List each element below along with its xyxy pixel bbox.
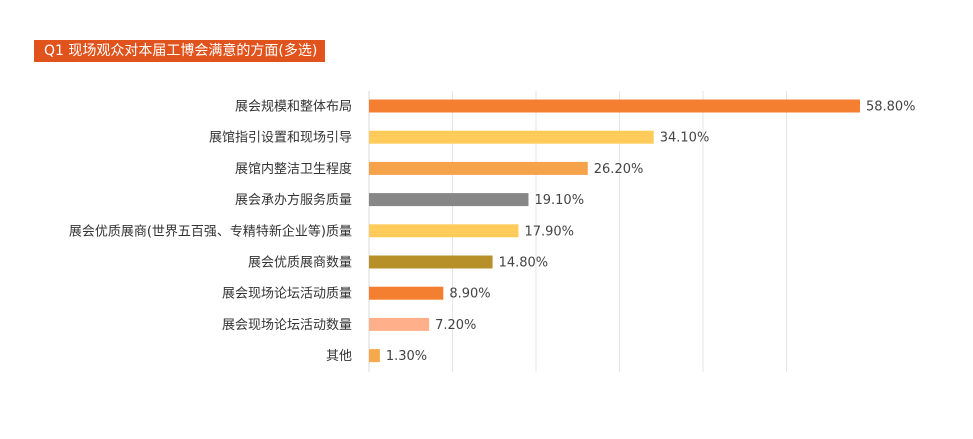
- category-label: 展会现场论坛活动数量: [222, 318, 352, 333]
- data-label: 7.20%: [435, 318, 476, 333]
- bar: [369, 224, 519, 238]
- bar: [369, 349, 380, 363]
- bar: [369, 286, 444, 300]
- category-label: 展会承办方服务质量: [235, 192, 352, 208]
- bar: [369, 193, 529, 207]
- category-label: 展馆内整洁卫生程度: [235, 161, 352, 177]
- chart-title: Q1 现场观众对本届工博会满意的方面(多选): [34, 40, 326, 62]
- bar: [369, 317, 430, 331]
- bar: [369, 255, 493, 269]
- data-label: 8.90%: [449, 287, 490, 302]
- bar: [369, 99, 860, 113]
- data-label: 17.90%: [524, 224, 574, 239]
- category-label: 展会现场论坛活动质量: [222, 287, 352, 302]
- category-label: 展会规模和整体布局: [235, 100, 352, 115]
- data-label: 58.80%: [866, 100, 916, 115]
- data-label: 19.10%: [534, 193, 584, 208]
- bar: [369, 130, 654, 144]
- data-label: 26.20%: [594, 162, 644, 177]
- data-label: 34.10%: [660, 131, 710, 146]
- category-label: 展会优质展商数量: [248, 256, 352, 271]
- data-label: 1.30%: [386, 349, 427, 364]
- bar: [369, 161, 588, 175]
- category-label: 展馆指引设置和现场引导: [209, 131, 352, 146]
- category-label: 其他: [326, 349, 352, 364]
- data-label: 14.80%: [499, 256, 549, 271]
- category-label: 展会优质展商(世界五百强、专精特新企业等)质量: [69, 223, 352, 239]
